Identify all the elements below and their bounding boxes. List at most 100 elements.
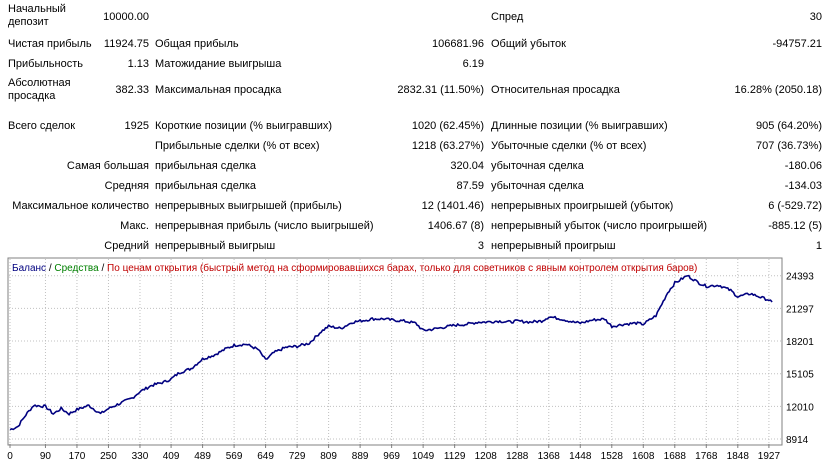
x-tick-label: 1129 [444,451,466,462]
largest-profit-value: 320.04 [450,160,484,172]
balance-chart: Баланс / Средства / По ценам открытия (б… [7,257,814,462]
max-count-wins-label: непрерывных выигрышей (прибыль) [155,200,342,212]
legend-mode: По ценам открытия (быстрый метод на сфор… [107,262,697,274]
maximal-drawdown-label: Максимальная просадка [155,84,282,96]
profit-trades-value: 1218 (63.27%) [411,140,484,152]
legend-equity: Средства [54,263,99,274]
max-value-losses-label: непрерывный убыток (число проигрышей) [491,220,708,232]
max-value-label: Макс. [120,220,149,232]
average-profit-value: 87.59 [456,180,484,192]
relative-drawdown-label: Относительная просадка [491,84,620,96]
avg-consec-losses-value: 1 [815,240,822,252]
average-profit-label: прибыльная сделка [155,180,257,192]
y-tick-label: 12010 [786,402,814,413]
gross-profit-value: 106681.96 [432,38,484,50]
loss-trades-value: 707 (36.73%) [755,140,822,152]
total-trades-label: Всего сделок [8,120,76,132]
spread-value: 30 [809,11,822,23]
x-axis-ticks: 0 90 170 250 330 409 489 569 649 729 809 889 969 1049… [7,444,780,462]
initial-deposit-value: 10000.00 [103,11,149,23]
y-tick-label: 24393 [786,272,814,283]
x-tick-label: 1448 [569,451,592,462]
total-trades-value: 1925 [124,120,149,132]
series-group [9,274,773,431]
x-tick-label: 569 [226,451,243,462]
profit-factor-label: Прибыльность [8,58,83,70]
max-count-losses-label: непрерывных проигрышей (убыток) [491,200,674,212]
x-tick-label: 90 [40,451,52,462]
x-tick-label: 729 [289,451,306,462]
y-tick-label: 18201 [786,337,814,348]
profit-factor-value: 1.13 [127,58,149,70]
initial-deposit-label: Начальный депозит [8,3,66,28]
chart-legend: Баланс / Средства / По ценам открытия (б… [12,262,697,274]
x-tick-label: 809 [320,451,337,462]
max-value-losses-value: -885.12 (5) [768,220,822,232]
x-tick-label: 969 [383,451,400,462]
profit-trades-label: Прибыльные сделки (% от всех) [155,140,320,152]
max-value-wins-value: 1406.67 (8) [427,220,484,232]
avg-consec-wins-value: 3 [477,240,484,252]
x-tick-label: 649 [257,451,274,462]
spread-label: Спред [491,11,524,23]
largest-label: Самая большая [66,160,149,172]
average-loss-label: убыточная сделка [491,180,584,192]
balance-line [9,274,773,431]
legend-balance: Баланс [12,263,46,274]
average-loss-value: -134.03 [784,180,822,192]
short-positions-value: 1020 (62.45%) [411,120,484,132]
x-tick-label: 1049 [412,451,435,462]
x-tick-label: 1608 [632,451,655,462]
maximal-drawdown-value: 2832.31 (11.50%) [397,84,484,96]
long-positions-label: Длинные позиции (% выигравших) [491,120,668,132]
long-positions-value: 905 (64.20%) [755,120,822,132]
expected-payoff-value: 6.19 [462,58,484,70]
loss-trades-label: Убыточные сделки (% от всех) [491,140,647,152]
x-tick-label: 489 [194,451,211,462]
largest-loss-label: убыточная сделка [491,160,584,172]
x-tick-label: 1368 [538,451,561,462]
x-tick-label: 1768 [695,451,718,462]
average-label: Средняя [104,180,149,192]
x-tick-label: 0 [7,451,13,462]
legend-sep-2: / [99,263,107,274]
gross-loss-label: Общий убыток [491,38,566,50]
y-axis-ticks: 8914 12010 15105 18201 21297 24393 [786,272,814,446]
plot-area [7,257,783,446]
report-summary: Начальный депозит 10000.00 Спред 30 Чист… [8,3,822,252]
y-tick-label: 21297 [786,304,814,315]
relative-drawdown-value: 16.28% (2050.18) [734,84,822,96]
x-tick-label: 889 [352,451,369,462]
largest-profit-label: прибыльная сделка [155,160,257,172]
avg-consec-losses-label: непрерывный проигрыш [491,240,616,252]
max-count-label: Максимальное количество [12,200,149,212]
absolute-drawdown-value: 382.33 [115,84,149,96]
x-tick-label: 1528 [601,451,624,462]
x-tick-label: 1208 [475,451,498,462]
max-value-wins-label: непрерывная прибыль (число выигрышей) [155,220,374,232]
net-profit-value: 11924.75 [103,38,149,50]
expected-payoff-label: Матожидание выигрыша [155,58,282,70]
avg-consec-wins-label: непрерывный выигрыш [155,240,276,252]
short-positions-label: Короткие позиции (% выигравших) [155,120,333,132]
y-tick-label: 8914 [786,435,809,446]
x-tick-label: 1848 [727,451,750,462]
gross-profit-label: Общая прибыль [155,38,239,50]
x-tick-label: 1688 [664,451,687,462]
x-tick-label: 1288 [506,451,529,462]
gross-loss-value: -94757.21 [772,38,822,50]
largest-loss-value: -180.06 [784,160,822,172]
legend-sep-1: / [46,263,54,274]
x-tick-label: 1927 [758,451,781,462]
x-tick-label: 409 [163,451,180,462]
x-tick-label: 250 [100,451,117,462]
max-count-wins-value: 12 (1401.46) [421,200,484,212]
x-tick-label: 330 [132,451,149,462]
absolute-drawdown-label: Абсолютная просадка [8,77,71,102]
x-tick-label: 170 [69,451,86,462]
y-tick-label: 15105 [786,370,814,381]
avg-consec-label: Средний [104,240,149,252]
grid [9,259,781,444]
max-count-losses-value: 6 (-529.72) [768,200,822,212]
net-profit-label: Чистая прибыль [8,38,92,50]
